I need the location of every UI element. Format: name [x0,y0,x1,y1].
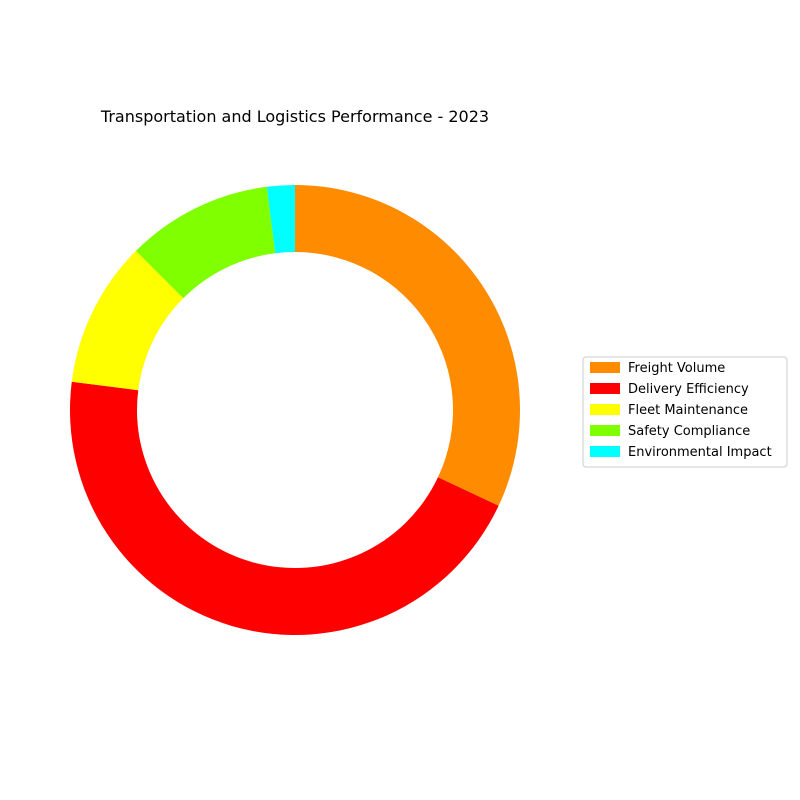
slice-environmental-impact [266,185,295,254]
slice-delivery-efficiency [70,381,499,636]
legend-label-fleet-maintenance: Fleet Maintenance [628,403,748,418]
legend-label-freight-volume: Freight Volume [628,361,725,376]
legend-label-delivery-efficiency: Delivery Efficiency [628,382,749,397]
legend-swatch-delivery-efficiency [590,383,620,394]
slice-fleet-maintenance [71,250,184,391]
legend-swatch-safety-compliance [590,425,620,436]
legend-swatch-environmental-impact [590,446,620,457]
legend-frame [582,356,788,468]
legend-swatch-freight-volume [590,362,620,373]
legend: Freight Volume Delivery Efficiency Fleet M… [582,356,788,468]
chart-title: Transportation and Logistics Performance… [100,107,489,126]
legend-entries: Freight Volume Delivery Efficiency Fleet M… [590,361,772,460]
legend-swatch-fleet-maintenance [590,404,620,415]
legend-label-environmental-impact: Environmental Impact [628,445,772,460]
slice-freight-volume [295,185,521,506]
legend-label-safety-compliance: Safety Compliance [628,424,750,439]
slice-safety-compliance [135,186,276,299]
donut-slices [70,185,521,636]
